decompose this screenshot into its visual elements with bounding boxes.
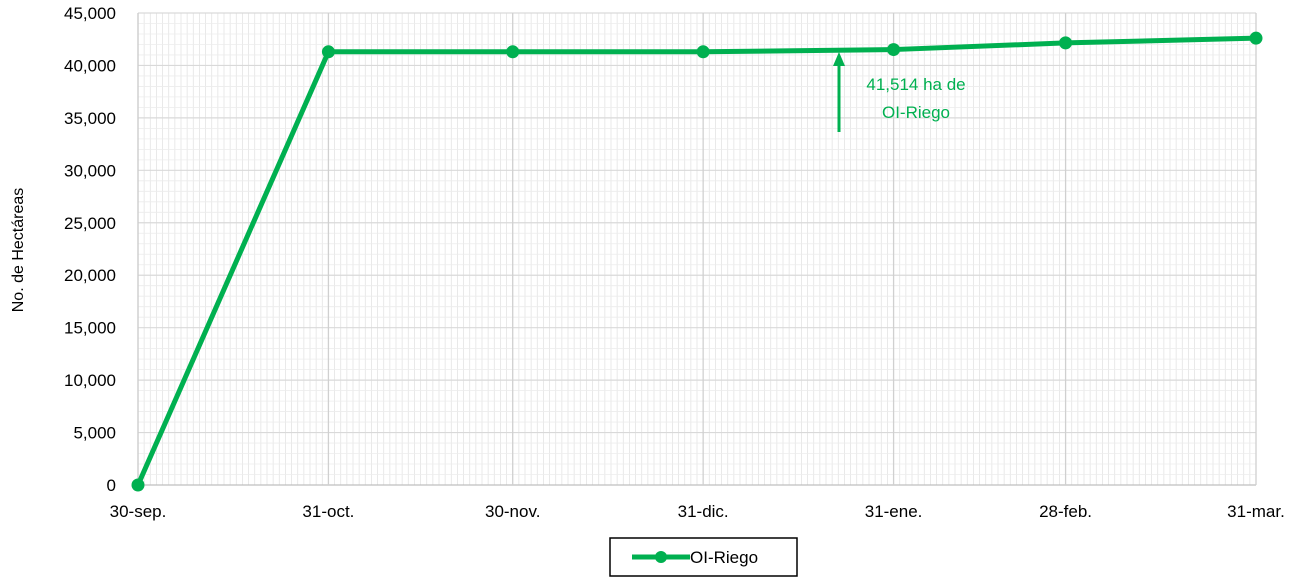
x-tick-label: 31-dic. (678, 502, 729, 521)
x-tick-label: 31-mar. (1227, 502, 1285, 521)
annotation-arrow-icon (833, 52, 845, 66)
major-gridlines (137, 12, 1257, 486)
y-tick-label: 0 (107, 476, 116, 495)
annotation: 41,514 ha de OI-Riego (833, 52, 966, 132)
legend-dot-marker (655, 551, 667, 563)
y-tick-label: 15,000 (64, 319, 116, 338)
y-tick-label: 5,000 (73, 424, 116, 443)
x-tick-label: 30-sep. (110, 502, 167, 521)
annotation-text-line1: 41,514 ha de (866, 75, 965, 94)
data-point (131, 478, 145, 492)
data-point (506, 45, 520, 59)
data-point (1059, 36, 1073, 50)
minor-gridlines (138, 13, 1256, 485)
x-tick-label: 30-nov. (485, 502, 540, 521)
y-tick-label: 10,000 (64, 371, 116, 390)
y-tick-label: 30,000 (64, 161, 116, 180)
y-axis-label: No. de Hectáreas (10, 188, 27, 313)
y-tick-label: 40,000 (64, 56, 116, 75)
x-tick-label: 28-feb. (1039, 502, 1092, 521)
x-tick-label: 31-oct. (302, 502, 354, 521)
data-point (1249, 31, 1263, 45)
data-point (321, 45, 335, 59)
y-tick-label: 45,000 (64, 4, 116, 23)
annotation-text-line2: OI-Riego (882, 103, 950, 122)
y-axis-ticks: 0 5,000 10,000 15,000 20,000 25,000 30,000 35,0… (64, 4, 116, 495)
data-point (887, 43, 901, 57)
x-tick-label: 31-ene. (865, 502, 923, 521)
series-oi-riego (131, 31, 1263, 492)
legend: OI-Riego (609, 537, 798, 577)
data-point (696, 45, 710, 59)
x-axis-ticks: 30-sep. 31-oct. 30-nov. 31-dic. 31-ene. 28-fe… (110, 502, 1285, 521)
y-tick-label: 25,000 (64, 214, 116, 233)
y-tick-label: 35,000 (64, 109, 116, 128)
y-tick-label: 20,000 (64, 266, 116, 285)
legend-label-oi-riego: OI-Riego (690, 548, 758, 567)
